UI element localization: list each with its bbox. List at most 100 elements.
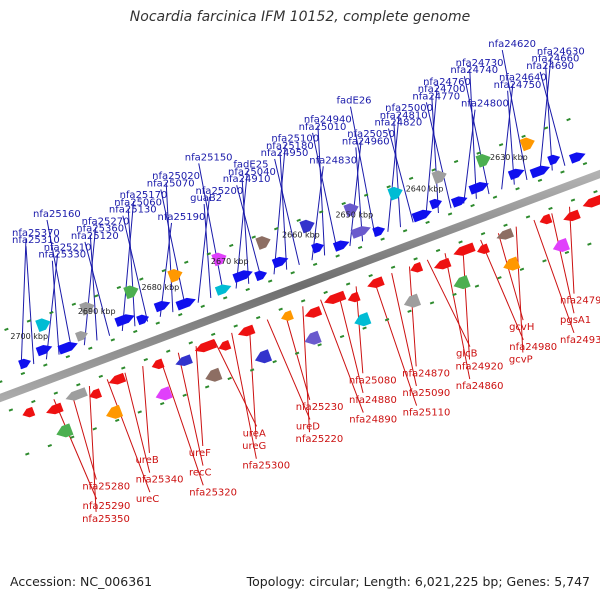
reverse-gene-arrow[interactable] [453,275,471,290]
reverse-gene-label[interactable]: nfa25110 [403,408,451,419]
forward-gene-label[interactable]: nfa25270 [82,216,130,227]
reverse-gene-arrow[interactable] [65,387,88,401]
forward-gene-arrow[interactable] [114,314,135,327]
reverse-gene-label[interactable]: nfa25280 [82,481,130,492]
forward-gene-arrow[interactable] [475,153,491,168]
forward-gene-arrow[interactable] [271,256,289,269]
reverse-gene-arrow[interactable] [304,306,323,318]
forward-gene-arrow[interactable] [431,170,447,185]
forward-gene-label[interactable]: nfa24620 [488,39,536,50]
reverse-gene-label[interactable]: recC [189,468,212,479]
reverse-gene-label[interactable]: nfa25090 [402,388,450,399]
forward-gene-arrow[interactable] [35,318,51,333]
forward-gene-arrow[interactable] [429,198,443,210]
forward-gene-label[interactable]: nfa25070 [147,179,195,190]
reverse-gene-label[interactable]: nfa24870 [402,368,450,379]
reverse-gene-label[interactable]: nfa24860 [456,381,504,392]
forward-gene-label[interactable]: nfa25180 [266,141,314,152]
reverse-gene-label[interactable]: pgsA1 [560,315,591,326]
reverse-gene-arrow[interactable] [410,262,424,273]
reverse-gene-label[interactable]: nfa25220 [295,434,343,445]
reverse-gene-arrow[interactable] [304,330,322,345]
forward-gene-label[interactable]: nfa24750 [494,80,542,91]
reverse-gene-arrow[interactable] [324,290,347,305]
reverse-gene-arrow[interactable] [552,238,570,253]
reverse-gene-arrow[interactable] [22,406,36,418]
forward-gene-label[interactable]: nfa25040 [228,167,276,178]
forward-gene-label[interactable]: nfa24630 [537,46,585,57]
forward-gene-label[interactable]: guaB2 [190,193,222,204]
forward-gene-label[interactable]: nfa24730 [456,58,504,69]
forward-gene-arrow[interactable] [153,300,171,313]
reverse-gene-label[interactable]: gcvH [509,322,534,333]
reverse-gene-arrow[interactable] [354,312,372,327]
reverse-gene-arrow[interactable] [503,256,521,271]
reverse-gene-arrow[interactable] [539,213,553,225]
forward-gene-label[interactable]: nfa24800 [461,99,509,110]
forward-gene-arrow[interactable] [123,285,139,300]
forward-gene-arrow[interactable] [569,152,586,164]
reverse-gene-arrow[interactable] [254,349,273,364]
forward-gene-arrow[interactable] [519,137,535,152]
forward-gene-label[interactable]: nfa24760 [423,77,471,88]
forward-gene-arrow[interactable] [167,269,183,283]
forward-gene-arrow[interactable] [214,284,232,296]
reverse-gene-arrow[interactable] [281,310,294,321]
forward-gene-label[interactable]: nfa25360 [76,224,124,235]
forward-gene-arrow[interactable] [547,154,561,166]
forward-gene-arrow[interactable] [343,203,359,217]
reverse-gene-label[interactable]: ureD [296,421,320,432]
reverse-gene-arrow[interactable] [347,291,361,303]
forward-gene-arrow[interactable] [232,270,253,283]
reverse-gene-arrow[interactable] [175,354,193,366]
forward-gene-label[interactable]: nfa24640 [499,72,547,83]
forward-gene-arrow[interactable] [311,242,324,254]
reverse-gene-label[interactable]: ureA [243,428,266,439]
forward-gene-label[interactable]: nfa25200 [195,186,243,197]
forward-gene-label[interactable]: nfa25060 [114,197,162,208]
forward-gene-label[interactable]: nfa24960 [342,136,390,147]
reverse-gene-label[interactable]: nfa24880 [349,395,397,406]
reverse-gene-arrow[interactable] [151,358,165,370]
forward-gene-arrow[interactable] [18,358,31,370]
forward-gene-label[interactable]: nfa24910 [223,174,271,185]
reverse-gene-arrow[interactable] [108,372,127,385]
reverse-gene-label[interactable]: nfa25320 [189,487,237,498]
forward-gene-label[interactable]: nfa25050 [347,129,395,140]
reverse-gene-label[interactable]: nfa25350 [82,514,130,525]
forward-gene-label[interactable]: fadE25 [233,160,268,171]
forward-gene-label[interactable]: nfa25370 [12,228,60,239]
reverse-gene-arrow[interactable] [46,402,64,415]
forward-gene-label[interactable]: nfa24950 [261,148,309,159]
reverse-gene-arrow[interactable] [89,388,103,399]
reverse-gene-label[interactable]: glcB [456,349,478,360]
reverse-gene-label[interactable]: nfa24790 [560,296,600,307]
forward-gene-label[interactable]: nfa25020 [152,171,200,182]
forward-gene-arrow[interactable] [211,252,227,267]
reverse-gene-arrow[interactable] [194,338,218,353]
forward-gene-label[interactable]: nfa25120 [71,231,119,242]
reverse-gene-label[interactable]: ureC [136,494,159,505]
reverse-gene-arrow[interactable] [496,228,514,240]
reverse-gene-arrow[interactable] [433,257,452,270]
reverse-gene-arrow[interactable] [237,324,256,337]
forward-gene-arrow[interactable] [175,297,196,311]
reverse-gene-label[interactable]: nfa24920 [456,361,504,372]
forward-gene-arrow[interactable] [254,270,268,282]
reverse-gene-label[interactable]: nfa25080 [349,375,397,386]
forward-gene-label[interactable]: nfa24830 [309,155,357,166]
reverse-gene-label[interactable]: nfa25230 [296,402,344,413]
forward-gene-arrow[interactable] [387,186,403,201]
forward-gene-label[interactable]: nfa24700 [418,84,466,95]
reverse-gene-label[interactable]: ureF [189,448,211,459]
reverse-gene-label[interactable]: nfa24980 [509,342,557,353]
forward-gene-label[interactable]: nfa25160 [33,209,81,220]
forward-gene-arrow[interactable] [350,226,371,239]
forward-gene-arrow[interactable] [332,240,350,252]
forward-gene-arrow[interactable] [255,236,271,250]
forward-gene-label[interactable]: nfa24820 [374,118,422,129]
reverse-gene-label[interactable]: nfa24890 [349,415,397,426]
reverse-gene-label[interactable]: ureB [135,455,158,466]
forward-gene-arrow[interactable] [468,182,489,195]
reverse-gene-label[interactable]: nfa25290 [83,501,131,512]
